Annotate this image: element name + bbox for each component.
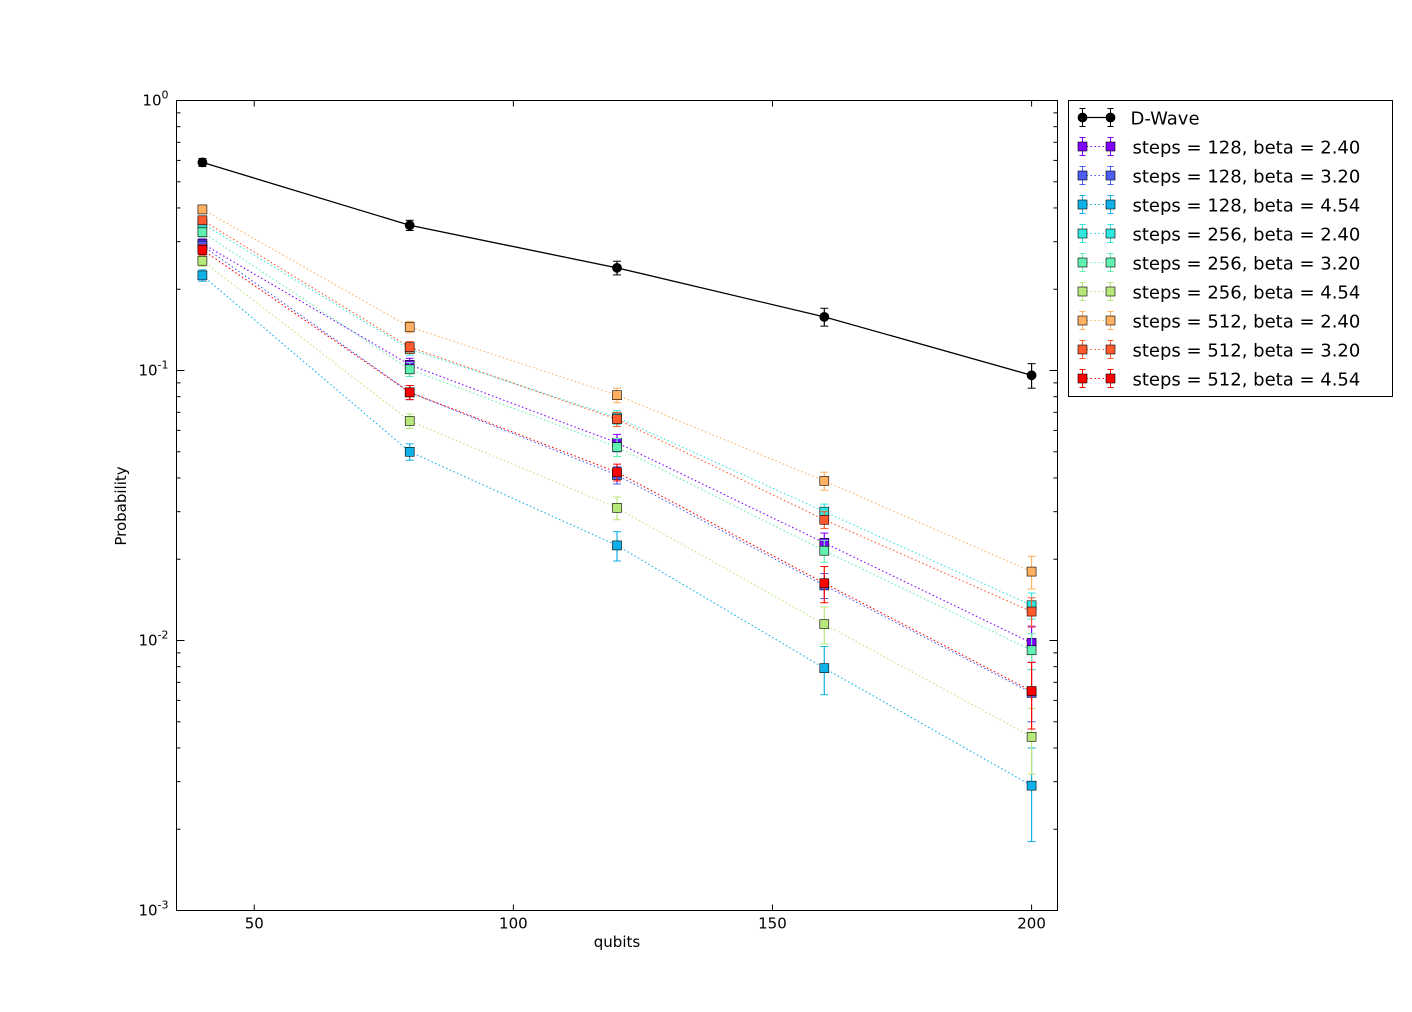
data-point — [404, 364, 415, 375]
legend-label: steps = 128, beta = 4.54 — [1133, 196, 1361, 217]
legend-marker — [1077, 286, 1088, 297]
legend-marker — [1105, 199, 1116, 210]
data-point — [197, 204, 208, 215]
y-tick-label-exponent: -1 — [158, 359, 169, 372]
data-point — [197, 157, 208, 168]
data-point — [612, 467, 622, 478]
legend-marker — [1105, 257, 1116, 268]
y-tick-label-base: 10 — [138, 632, 157, 650]
data-point — [819, 476, 830, 486]
legend-marker — [1077, 199, 1088, 210]
data-point — [404, 387, 415, 398]
data-point — [819, 514, 830, 525]
data-point — [1026, 731, 1037, 742]
plot-frame — [176, 100, 1058, 911]
y-tick-label-exponent: -2 — [158, 629, 169, 642]
y-tick-label: 10-3 — [138, 899, 168, 920]
legend-marker — [1105, 286, 1116, 297]
y-tick-label-base: 10 — [138, 362, 157, 380]
legend-marker — [1105, 170, 1116, 181]
data-point — [1026, 566, 1037, 577]
data-point — [612, 442, 622, 452]
legend-marker — [1105, 373, 1116, 384]
legend-marker — [1105, 112, 1116, 123]
data-point — [612, 390, 622, 401]
data-point — [1026, 780, 1037, 791]
legend-marker — [1077, 315, 1088, 326]
y-tick-label-base: 10 — [138, 902, 157, 920]
y-axis-title: Probability — [112, 466, 130, 545]
legend-marker — [1105, 228, 1116, 239]
legend-marker — [1077, 373, 1088, 384]
data-point — [612, 540, 622, 551]
data-point — [197, 215, 208, 226]
legend-marker — [1077, 228, 1088, 239]
data-point — [404, 342, 415, 352]
legend-marker — [1105, 344, 1116, 355]
data-point — [819, 311, 830, 322]
legend-marker — [1105, 141, 1116, 152]
legend-label: steps = 128, beta = 3.20 — [1133, 167, 1361, 188]
data-point — [404, 446, 415, 457]
data-point — [819, 545, 830, 556]
data-point — [612, 262, 622, 273]
data-point — [612, 503, 622, 513]
data-point — [197, 255, 208, 266]
legend-marker — [1077, 112, 1088, 123]
data-point — [197, 270, 208, 281]
legend-box — [1068, 100, 1393, 397]
series-line — [202, 219, 1032, 613]
x-tick-label: 200 — [1017, 915, 1046, 933]
y-tick-label: 10-1 — [138, 359, 168, 380]
series-line — [202, 243, 1032, 644]
data-point — [197, 227, 208, 238]
legend-marker — [1077, 141, 1088, 152]
y-tick-label-exponent: 0 — [162, 89, 169, 102]
data-point — [1026, 645, 1037, 656]
legend-label: steps = 128, beta = 2.40 — [1133, 138, 1361, 159]
legend-label: steps = 512, beta = 4.54 — [1133, 370, 1361, 391]
data-point — [612, 414, 622, 425]
legend-label: steps = 512, beta = 3.20 — [1133, 341, 1361, 362]
legend-marker — [1077, 170, 1088, 181]
data-point — [197, 244, 208, 255]
data-point — [1026, 606, 1037, 617]
data-point — [819, 663, 830, 673]
y-tick-label-exponent: -3 — [158, 899, 169, 912]
y-tick-label: 10-2 — [138, 629, 168, 650]
x-axis-title: qubits — [594, 933, 641, 951]
series-line — [202, 274, 1032, 787]
x-tick-label: 150 — [758, 915, 787, 933]
data-point — [404, 322, 415, 332]
legend-label: steps = 256, beta = 2.40 — [1133, 225, 1361, 246]
legend-marker — [1077, 344, 1088, 355]
data-point — [404, 220, 415, 231]
data-point — [404, 416, 415, 426]
legend-label: steps = 256, beta = 3.20 — [1133, 254, 1361, 275]
legend-label: steps = 512, beta = 2.40 — [1133, 312, 1361, 333]
legend: D-Wave steps = 128, beta = 2.40 steps = 12… — [1068, 100, 1393, 397]
data-point — [1026, 686, 1037, 696]
y-tick-label: 100 — [142, 89, 168, 110]
x-tick-label: 100 — [499, 915, 528, 933]
data-point — [1026, 370, 1037, 381]
legend-label: steps = 256, beta = 4.54 — [1133, 283, 1361, 304]
data-point — [819, 578, 830, 589]
legend-marker — [1077, 257, 1088, 268]
legend-marker — [1105, 315, 1116, 326]
legend-label: D-Wave — [1131, 109, 1200, 130]
x-tick-label: 50 — [245, 915, 264, 933]
y-tick-label-base: 10 — [142, 92, 161, 110]
data-point — [819, 619, 830, 629]
plot-layer — [197, 157, 1037, 843]
